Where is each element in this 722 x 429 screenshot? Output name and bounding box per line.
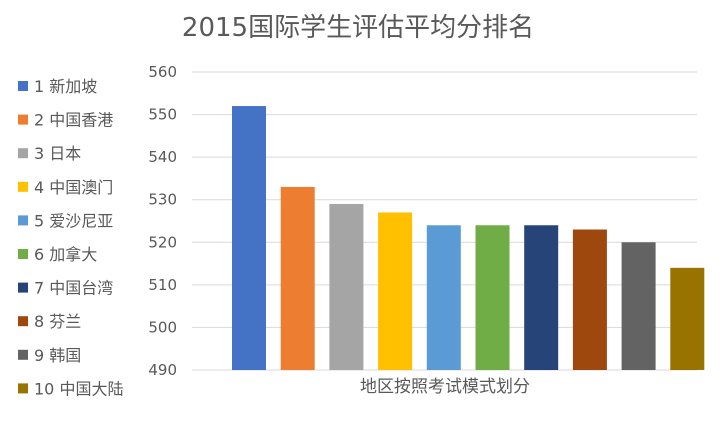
y-tick-label: 540 [148,148,177,166]
bar-7 [524,225,559,370]
bar-9 [621,242,656,370]
legend-label: 10 中国大陆 [34,379,123,398]
legend-item: 8 芬兰 [18,312,81,331]
x-axis-label: 地区按照考试模式划分 [360,377,530,397]
legend-label: 8 芬兰 [34,312,81,331]
y-axis-ticks: 490 500 510 520 530 540 550 560 [148,63,177,379]
legend-label: 4 中国澳门 [34,178,113,197]
bar-8 [572,229,607,370]
legend-item: 9 韩国 [18,346,81,365]
legend-item: 10 中国大陆 [18,379,123,398]
legend-swatch [18,316,28,327]
legend-swatch [18,349,28,360]
legend-item: 2 中国香港 [18,111,113,130]
legend-swatch [18,282,28,293]
y-tick-label: 530 [148,191,177,209]
legend: 1 新加坡 2 中国香港 3 日本 4 中国澳门 5 爱沙尼亚 6 加拿大 7 中国台湾 8 … [18,77,123,398]
legend-label: 3 日本 [34,144,81,163]
legend-label: 7 中国台湾 [34,279,113,298]
legend-swatch [18,383,28,394]
y-tick-label: 500 [148,318,177,336]
legend-swatch [18,181,28,192]
chart-title: 2015国际学生评估平均分排名 [182,13,534,43]
y-tick-label: 490 [148,361,177,379]
y-tick-label: 520 [148,233,177,251]
bar-4 [378,212,413,370]
legend-swatch [18,114,28,125]
legend-item: 4 中国澳门 [18,178,113,197]
legend-label: 5 爱沙尼亚 [34,211,113,230]
legend-label: 9 韩国 [34,346,81,365]
legend-swatch [18,148,28,159]
legend-item: 7 中国台湾 [18,279,113,298]
legend-swatch [18,215,28,226]
bar-5 [426,225,461,370]
legend-label: 6 加拿大 [34,245,97,264]
y-tick-label: 510 [148,276,177,294]
legend-label: 1 新加坡 [34,77,97,96]
legend-swatch [18,81,28,91]
legend-item: 5 爱沙尼亚 [18,211,113,230]
bars [232,106,705,371]
legend-label: 2 中国香港 [34,111,113,130]
bar-6 [475,225,510,370]
legend-item: 6 加拿大 [18,245,97,264]
y-tick-label: 560 [148,63,177,81]
bar-3 [329,203,364,370]
y-tick-label: 550 [148,106,177,124]
bar-1 [232,106,266,371]
legend-item: 1 新加坡 [18,77,97,96]
legend-swatch [18,249,28,259]
bar-10 [670,267,705,370]
legend-item: 3 日本 [18,144,81,163]
bar-2 [280,186,315,370]
